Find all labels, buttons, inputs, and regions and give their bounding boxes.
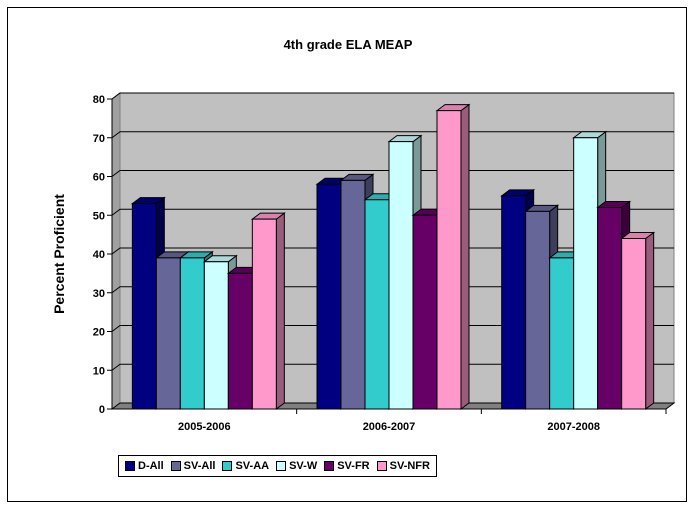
y-tick-label: 10 xyxy=(93,365,105,377)
gridline xyxy=(111,131,674,139)
bar-side xyxy=(645,231,655,410)
legend-label: SV-NFR xyxy=(389,460,430,472)
bar xyxy=(131,203,157,410)
x-tick-label: 2006-2007 xyxy=(363,421,416,433)
bar xyxy=(179,257,205,410)
gridline xyxy=(111,170,674,177)
legend-item: SV-FR xyxy=(324,460,370,472)
y-tick-label: 40 xyxy=(93,249,105,261)
legend-swatch xyxy=(125,461,135,471)
y-tick-label: 80 xyxy=(93,94,105,106)
gridline xyxy=(111,325,674,332)
y-tick-label: 20 xyxy=(93,327,105,339)
y-tick-label: 70 xyxy=(93,133,105,145)
legend-label: D-All xyxy=(138,460,164,472)
bar-side xyxy=(275,212,285,410)
bar xyxy=(501,195,527,410)
bar xyxy=(436,110,462,410)
x-tick-label: 2007-2008 xyxy=(547,421,600,433)
y-tick-label: 50 xyxy=(93,210,105,222)
bar xyxy=(316,183,342,410)
y-tick-label: 30 xyxy=(93,288,105,300)
bar xyxy=(364,199,390,410)
gridline xyxy=(111,286,674,294)
gridline xyxy=(111,208,674,216)
legend-label: SV-AA xyxy=(235,460,270,472)
legend-swatch xyxy=(376,461,387,471)
x-tick-label: 2005-2006 xyxy=(178,421,231,433)
legend-swatch xyxy=(170,461,181,471)
legend-swatch xyxy=(324,461,335,471)
bar-side xyxy=(460,103,470,410)
bar xyxy=(573,137,599,410)
bar xyxy=(549,257,575,410)
chart-title: 4th grade ELA MEAP xyxy=(284,37,413,52)
bar xyxy=(412,214,438,410)
bar xyxy=(155,257,181,410)
bar xyxy=(340,179,366,410)
bar xyxy=(203,261,229,410)
y-tick-label: 60 xyxy=(93,172,105,184)
legend-label: SV-All xyxy=(183,460,216,472)
legend-item: SV-NFR xyxy=(376,460,430,472)
bar xyxy=(388,141,414,410)
bar xyxy=(621,238,647,410)
bar xyxy=(227,272,253,410)
legend-item: SV-AA xyxy=(222,460,269,472)
gridline xyxy=(111,92,674,100)
y-tick-label: 0 xyxy=(99,404,105,416)
legend-label: SV-FR xyxy=(337,460,370,472)
bar xyxy=(251,218,277,410)
y-axis-label: Percent Proficient xyxy=(51,194,67,314)
legend-swatch xyxy=(276,461,287,471)
legend-item: SV-All xyxy=(170,460,216,472)
bar xyxy=(525,210,551,410)
legend-swatch xyxy=(222,461,233,471)
legend-item: D-All xyxy=(125,460,164,472)
gridline xyxy=(111,363,674,371)
legend-item: SV-W xyxy=(276,460,317,472)
chart-legend: D-All SV-All SV-AA SV-W SV-FR SV-NFR xyxy=(118,455,437,477)
bar xyxy=(597,207,623,410)
gridline xyxy=(111,247,674,255)
legend-label: SV-W xyxy=(289,460,318,472)
